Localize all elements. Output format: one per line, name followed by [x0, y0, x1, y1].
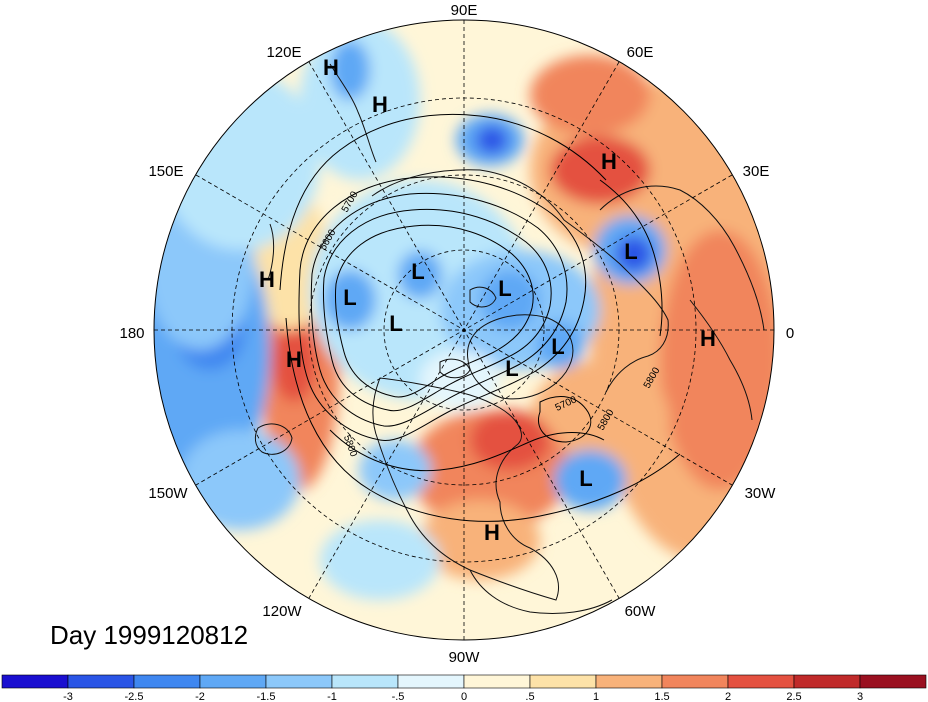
longitude-label: 0 — [786, 325, 794, 342]
longitude-label: 120W — [262, 603, 302, 620]
colorbar-tick-label: 0 — [461, 691, 467, 702]
colorbar-tick-label: 1 — [593, 691, 599, 702]
coastlines — [254, 63, 765, 614]
longitude-label: 120E — [266, 44, 301, 61]
colorbar-tick-label: -1 — [327, 691, 337, 702]
high-pressure-label: H — [372, 92, 388, 117]
anomaly-blob — [320, 520, 440, 600]
colorbar-tick-label: 2.5 — [786, 691, 801, 702]
anomaly-blob — [300, 20, 420, 180]
colorbar-box — [265, 674, 333, 689]
colorbar-box — [1, 674, 69, 689]
high-pressure-label: H — [484, 520, 500, 545]
graticule — [154, 20, 774, 640]
longitude-label: 90E — [451, 2, 478, 19]
anomaly-blob — [359, 440, 431, 500]
colorbar-box — [793, 674, 861, 689]
colorbar-tick-label: 2 — [725, 691, 731, 702]
anomaly-blob — [420, 350, 500, 410]
anomaly-blob — [554, 450, 626, 510]
colorbar-box — [727, 674, 795, 689]
map-boundary — [153, 19, 775, 641]
date-label: Day 1999120812 — [50, 620, 249, 650]
colorbar-box — [67, 674, 135, 689]
longitude-label: 60E — [627, 44, 654, 61]
height-contours — [279, 113, 681, 522]
anomaly-blob — [398, 251, 442, 299]
anomaly-blob — [476, 126, 508, 154]
high-pressure-label: H — [700, 326, 716, 351]
anomaly-blob — [660, 230, 774, 490]
longitude-label: 30E — [743, 163, 770, 180]
high-pressure-label: H — [323, 55, 339, 80]
high-pressure-label: H — [601, 149, 617, 174]
colorbar-box — [397, 674, 465, 689]
high-pressure-label: H — [286, 347, 302, 372]
colorbar-tick-label: .5 — [525, 691, 534, 702]
anomaly-blob — [530, 55, 650, 135]
low-pressure-label: L — [389, 311, 402, 336]
low-pressure-label: L — [498, 276, 511, 301]
pressure-center-labels: H H H H H H H L L L L L L L L — [259, 55, 716, 545]
colorbar-tick-label: -.5 — [392, 691, 405, 702]
longitude-label: 180 — [119, 325, 144, 342]
colorbar-box — [199, 674, 267, 689]
longitude-label: 150W — [148, 485, 188, 502]
colorbar-box — [463, 674, 531, 689]
colorbar-tick-label: 1.5 — [654, 691, 669, 702]
colorbar: -3 -2.5 -2 -1.5 -1 -.5 0 .5 1 1.5 2 2.5 3 — [1, 674, 927, 702]
colorbar-boxes — [1, 674, 927, 689]
colorbar-ticks: -3 -2.5 -2 -1.5 -1 -.5 0 .5 1 1.5 2 2.5 3 — [63, 691, 863, 702]
anomaly-blob — [160, 70, 320, 250]
colorbar-tick-label: -2 — [195, 691, 205, 702]
longitude-labels: 90E 60E 30E 0 30W 60W 90W 120W 150W 180 150E 120E — [119, 2, 794, 666]
colorbar-box — [529, 674, 597, 689]
anomaly-blob — [272, 322, 316, 402]
anomaly-blob — [180, 430, 300, 530]
low-pressure-label: L — [551, 334, 564, 359]
colorbar-tick-label: -2.5 — [125, 691, 144, 702]
low-pressure-label: L — [411, 259, 424, 284]
colorbar-tick-label: 3 — [857, 691, 863, 702]
low-pressure-label: L — [624, 239, 637, 264]
colorbar-tick-label: -3 — [63, 691, 73, 702]
low-pressure-label: L — [343, 285, 356, 310]
anomaly-blob — [330, 40, 370, 100]
low-pressure-label: L — [505, 356, 518, 381]
colorbar-box — [859, 674, 927, 689]
colorbar-tick-label: -1.5 — [257, 691, 276, 702]
colorbar-box — [661, 674, 729, 689]
anomaly-blob — [470, 410, 550, 470]
anomaly-blob — [616, 236, 652, 272]
colorbar-box — [133, 674, 201, 689]
longitude-label: 60W — [625, 603, 657, 620]
colorbar-box — [331, 674, 399, 689]
low-pressure-label: L — [579, 466, 592, 491]
colorbar-box — [595, 674, 663, 689]
longitude-label: 30W — [745, 485, 777, 502]
longitude-label: 90W — [449, 649, 481, 666]
high-pressure-label: H — [259, 267, 275, 292]
longitude-label: 150E — [148, 163, 183, 180]
